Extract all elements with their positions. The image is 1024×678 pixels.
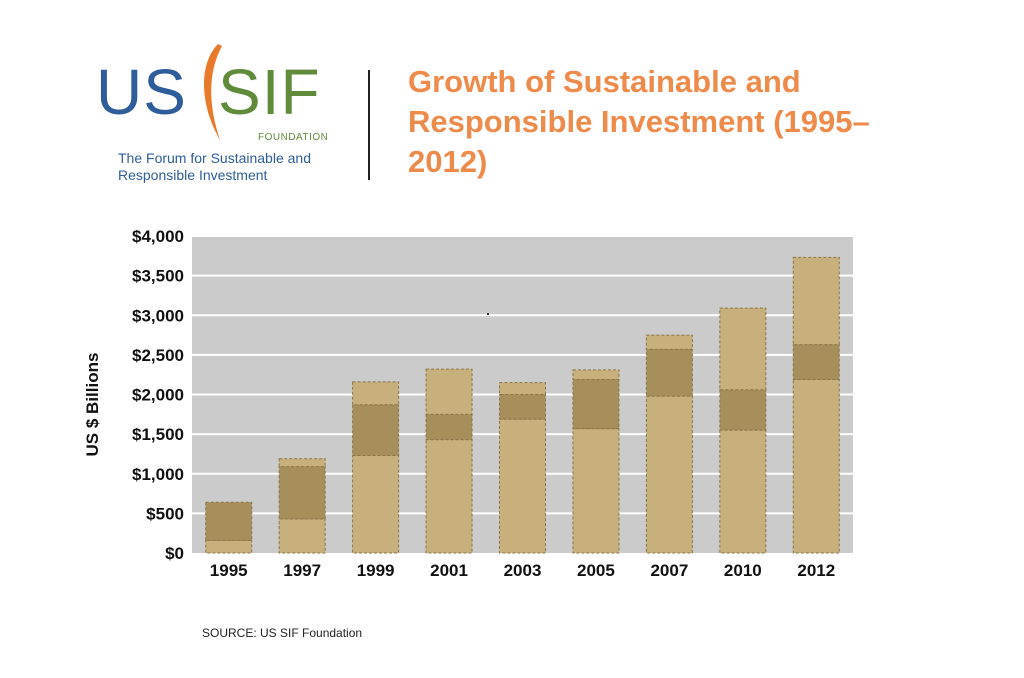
bar-segment [499, 418, 546, 554]
x-tick-label: 2007 [650, 561, 688, 580]
y-tick-label: $2,500 [132, 346, 184, 365]
bar-segment [645, 395, 693, 554]
y-tick-label: $3,500 [132, 267, 184, 286]
logo-sif: SIF [218, 56, 321, 128]
bar-segment [645, 348, 693, 397]
bar-segment [425, 413, 473, 441]
x-tick-label: 1995 [210, 561, 248, 580]
x-tick-label: 2012 [797, 561, 835, 580]
bar-segment [205, 539, 253, 554]
bar-segment [278, 466, 326, 520]
y-tick-label: $500 [146, 504, 184, 523]
chart-title: Growth of Sustainable and Responsible In… [408, 64, 870, 179]
us-sif-logo: US SIF FOUNDATION The Forum for Sustaina… [96, 42, 346, 192]
bar-segment [572, 428, 620, 554]
x-tick-label: 2001 [430, 561, 468, 580]
y-tick-label: $1,500 [132, 425, 184, 444]
bar-chart: $0 $500 $1,000 $1,500 $2,000 $2,500 $3,000 $3,5… [83, 227, 853, 580]
bar-segment [425, 439, 473, 554]
x-tick-labels: 1995 1997 1999 2001 2003 2005 2007 2010 2012 [210, 561, 835, 580]
y-tick-label: $0 [165, 544, 184, 563]
bar-segment [792, 256, 840, 346]
stray-dot [487, 313, 489, 315]
bar-segment [719, 389, 767, 431]
source-note: SOURCE: US SIF Foundation [202, 626, 363, 640]
y-tick-labels: $0 $500 $1,000 $1,500 $2,000 $2,500 $3,000 $3,5… [132, 227, 184, 563]
bar-segment [352, 381, 400, 406]
bar-segment [352, 455, 400, 554]
bar-segment [572, 369, 620, 380]
x-tick-label: 1999 [357, 561, 395, 580]
bar-segment [719, 429, 767, 554]
bar-segment [352, 404, 400, 457]
bar-segment [425, 368, 473, 415]
x-tick-label: 2010 [724, 561, 762, 580]
y-tick-label: $2,000 [132, 386, 184, 405]
bar-segment [499, 394, 546, 420]
bars [205, 256, 840, 554]
bar-segment [719, 307, 767, 391]
bar-segment [792, 344, 840, 380]
y-axis-label: US $ Billions [83, 353, 102, 457]
logo-tagline: The Forum for Sustainable and Responsibl… [118, 150, 311, 183]
bar-segment [792, 378, 840, 554]
bar-segment [278, 458, 326, 468]
bar-segment [205, 501, 253, 541]
bar-segment [645, 334, 693, 350]
logo-us: US [96, 56, 187, 128]
logo-foundation: FOUNDATION [258, 132, 329, 143]
x-tick-label: 2005 [577, 561, 615, 580]
bar-segment [278, 518, 326, 554]
bar-segment [499, 382, 546, 395]
y-tick-label: $3,000 [132, 306, 184, 325]
bar-segment [572, 378, 620, 430]
x-tick-label: 1997 [283, 561, 321, 580]
logo-swoosh [204, 44, 222, 140]
x-tick-label: 2003 [504, 561, 542, 580]
title-divider [368, 70, 370, 180]
y-tick-label: $4,000 [132, 227, 184, 246]
y-tick-label: $1,000 [132, 465, 184, 484]
